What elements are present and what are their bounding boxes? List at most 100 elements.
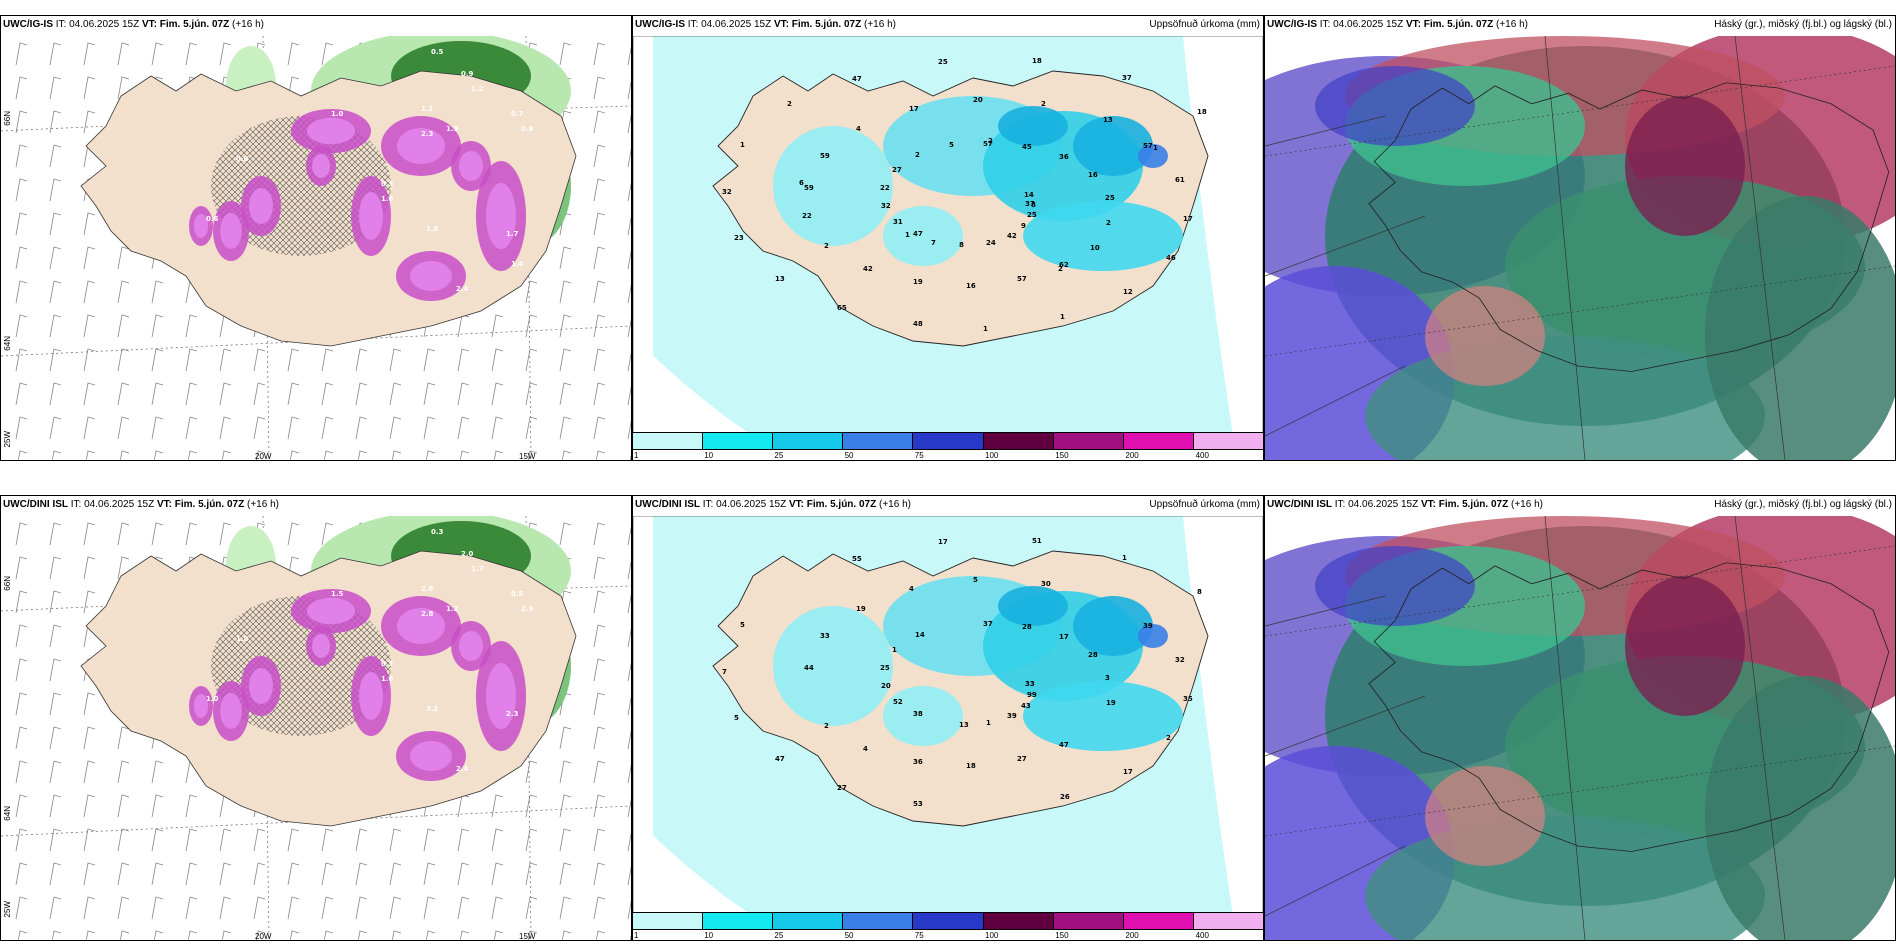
precip-value: 27: [1017, 755, 1027, 763]
wind-barb: [457, 348, 470, 372]
precip-value: 59: [804, 184, 814, 192]
wind-barb: [49, 144, 62, 168]
snow-map: 0.5 1.2 0.9 0.8 0.7 0.6 1.1 2.3 1.6 1.8 2.4 1.0 0.3 0…: [1, 36, 631, 460]
wind-barb: [151, 382, 164, 406]
wind-barb: [187, 930, 198, 940]
wind-barb: [627, 352, 631, 372]
wind-barb: [15, 692, 28, 716]
wind-barb: [627, 80, 631, 100]
wind-barb: [83, 280, 96, 304]
lat-label: 64N: [3, 336, 12, 351]
snow-value: 1.4: [511, 260, 524, 268]
colorbar-tick: 50: [844, 931, 854, 940]
wind-barb: [357, 930, 368, 940]
precip-value: 2: [1041, 100, 1046, 108]
precip-value: 17: [1123, 768, 1133, 776]
precip-value: 20: [881, 682, 891, 690]
wind-barb: [323, 930, 334, 940]
wind-barb: [593, 280, 606, 304]
precip-value: 18: [1032, 57, 1042, 65]
precip-value: 24: [986, 239, 996, 247]
wind-barb: [423, 828, 436, 852]
wind-barb: [185, 314, 198, 338]
wind-barb: [49, 212, 62, 236]
wind-barb: [219, 348, 232, 372]
precip-area: [883, 206, 963, 266]
wind-barb: [593, 76, 606, 100]
precip-value: 36: [1059, 153, 1069, 161]
wind-barb: [627, 628, 631, 648]
snow-value: 2.9: [521, 605, 534, 613]
wind-barb: [559, 760, 572, 784]
wind-barb: [253, 382, 266, 406]
wind-barb: [15, 828, 28, 852]
wind-barb: [593, 42, 606, 66]
precip-area: [773, 126, 893, 246]
wind-barb: [527, 450, 538, 460]
precip-area: [1138, 144, 1168, 168]
snow-value: 1.5: [331, 590, 344, 598]
wind-barb: [627, 764, 631, 784]
wind-barb: [355, 416, 368, 440]
wind-barb: [83, 382, 96, 406]
wind-barb: [355, 828, 368, 852]
precip-value: 45: [1022, 143, 1032, 151]
wind-barb: [491, 828, 504, 852]
wind-barb: [49, 348, 62, 372]
precip-value: 2: [988, 137, 993, 145]
precip-value: 59: [820, 152, 830, 160]
wind-barb: [83, 590, 96, 614]
snow-value: 0.6: [236, 155, 249, 163]
wind-barb: [117, 862, 130, 886]
wind-barb: [593, 794, 606, 818]
wind-barb: [595, 930, 606, 940]
wind-barb: [321, 522, 334, 546]
wind-barb: [253, 348, 266, 372]
precip-value: 5: [949, 141, 954, 149]
wind-barb: [151, 42, 164, 66]
colorbar-tick: 400: [1195, 931, 1209, 940]
wind-barb: [627, 560, 631, 580]
wind-barb: [15, 382, 28, 406]
wind-barb: [627, 866, 631, 886]
wind-barb: [593, 212, 606, 236]
wind-barb: [219, 382, 232, 406]
precip-area: [1138, 624, 1168, 648]
wind-barb: [355, 896, 368, 920]
wind-barb: [561, 450, 572, 460]
panel-precip-ig: UWC/IG-IS IT: 04.06.2025 15Z VT: Fim. 5.…: [632, 15, 1264, 461]
snow-value: 2.0: [461, 550, 474, 558]
precip-colorbar: [632, 912, 1264, 930]
wind-barb: [493, 930, 504, 940]
wind-barb: [627, 386, 631, 406]
cloud-map: [1265, 516, 1895, 940]
precip-value: 99: [1027, 691, 1037, 699]
precip-value: 1: [740, 141, 745, 149]
wind-barb: [593, 624, 606, 648]
wind-barb: [459, 930, 470, 940]
wind-barb: [151, 314, 164, 338]
wind-barb: [323, 450, 334, 460]
wind-barb: [15, 42, 28, 66]
snow-value: 1.8: [236, 635, 249, 643]
wind-barb: [15, 590, 28, 614]
precip-value: 4: [856, 125, 861, 133]
precip-value: 2: [915, 151, 920, 159]
wind-barb: [321, 382, 334, 406]
lon-label: 15W: [519, 452, 536, 461]
colorbar-swatch: [843, 433, 914, 449]
wind-barb: [15, 314, 28, 338]
wind-barb: [287, 828, 300, 852]
precip-value: 42: [1007, 232, 1017, 240]
wind-barb: [49, 624, 62, 648]
wind-barb: [559, 314, 572, 338]
precip-value: 25: [1105, 194, 1115, 202]
wind-barb: [491, 896, 504, 920]
colorbar-tick: 150: [1055, 931, 1069, 940]
snow-value: 0.3: [381, 180, 394, 188]
wind-barb: [457, 382, 470, 406]
wind-barb: [119, 930, 130, 940]
snow-value: 0.3: [431, 528, 444, 536]
precip-value: 1: [1122, 554, 1127, 562]
wind-barb: [49, 896, 62, 920]
